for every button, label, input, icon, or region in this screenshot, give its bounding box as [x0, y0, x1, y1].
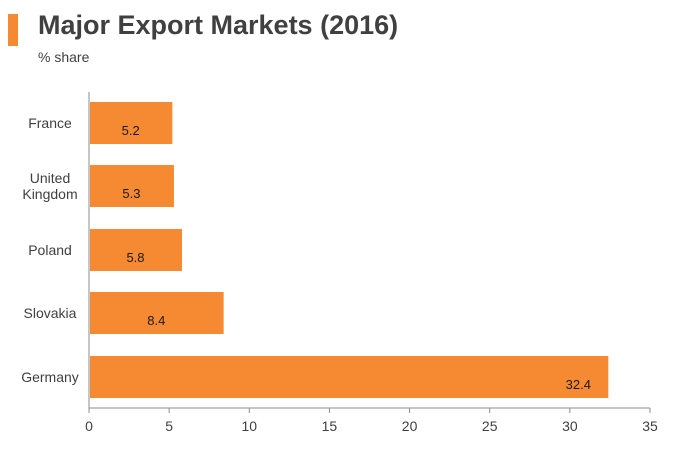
category-label: Germany	[21, 369, 79, 385]
x-tick-label: 20	[402, 418, 418, 434]
category-label: France	[28, 115, 72, 131]
x-tick-label: 15	[322, 418, 338, 434]
category-label: Slovakia	[24, 305, 77, 321]
bar-value-label: 5.2	[122, 123, 140, 138]
x-tick-label: 0	[85, 418, 93, 434]
x-tick-label: 35	[642, 418, 658, 434]
chart-title: Major Export Markets (2016)	[38, 10, 399, 40]
bar	[90, 102, 173, 144]
bar	[90, 165, 174, 207]
chart-subtitle: % share	[38, 49, 90, 65]
x-tick-label: 25	[482, 418, 498, 434]
category-label: United Kingdom	[22, 170, 77, 202]
bar	[90, 292, 224, 334]
bar-value-label: 5.8	[126, 250, 144, 265]
bar-value-label: 5.3	[122, 186, 140, 201]
bar	[90, 356, 609, 398]
bar-value-label: 32.4	[566, 377, 591, 392]
x-tick-label: 30	[562, 418, 578, 434]
x-tick-label: 5	[165, 418, 173, 434]
bar-value-label: 8.4	[147, 313, 165, 328]
bar	[90, 229, 182, 271]
title-accent-bar	[8, 14, 18, 46]
category-label: Poland	[28, 242, 72, 258]
x-tick-label: 10	[241, 418, 257, 434]
